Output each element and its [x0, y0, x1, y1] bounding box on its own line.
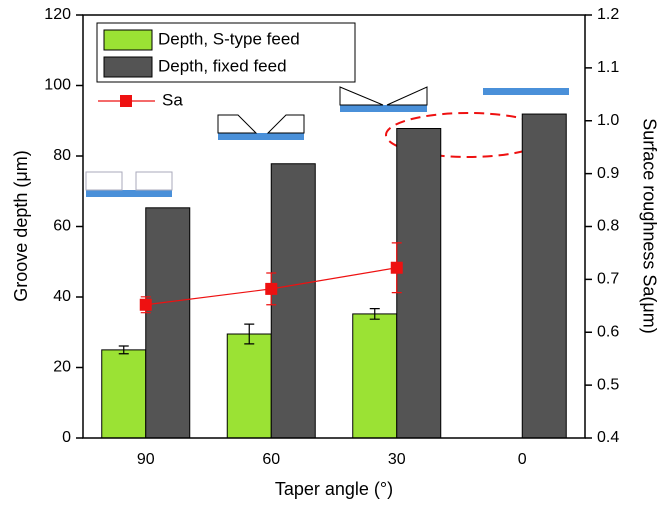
error-bar [369, 308, 380, 320]
bar [270, 163, 316, 439]
error-bar [118, 345, 129, 355]
y-tick-label: 80 [53, 147, 71, 164]
y-tick-label: 60 [53, 218, 71, 235]
schematic-icons [85, 86, 569, 197]
x-axis-title: Taper angle (°) [275, 479, 393, 499]
y-tick-label: 40 [53, 288, 71, 305]
y-tick-label: 20 [53, 359, 71, 376]
y-tick-label: 120 [44, 6, 71, 23]
x-tick-label: 0 [518, 451, 527, 468]
plot-frame [82, 14, 586, 439]
bar [145, 207, 191, 439]
bar [396, 128, 442, 439]
bar [101, 349, 147, 439]
y2-tick-label: 0.8 [597, 218, 619, 235]
legend-label: Depth, S-type feed [158, 29, 300, 48]
y2-tick-label: 0.4 [597, 429, 619, 446]
bar [521, 113, 567, 439]
y2-tick-label: 0.7 [597, 271, 619, 288]
y-tick-label: 0 [62, 429, 71, 446]
y2-axis-title: Surface roughness Sa(μm) [639, 118, 659, 333]
legend-swatch [103, 56, 153, 78]
x-tick-label: 90 [137, 451, 155, 468]
x-tick-label: 60 [262, 451, 280, 468]
y-axis-title: Groove depth (μm) [11, 150, 31, 301]
y2-tick-label: 0.5 [597, 376, 619, 393]
y2-tick-label: 1.0 [597, 112, 619, 129]
y-tick-label: 100 [44, 77, 71, 94]
legend-label: Sa [162, 90, 183, 109]
y2-tick-label: 0.9 [597, 165, 619, 182]
x-tick-label: 30 [388, 451, 406, 468]
marker [265, 282, 278, 295]
bar [352, 313, 398, 439]
marker [139, 298, 152, 311]
y2-tick-label: 1.2 [597, 6, 619, 23]
bar [226, 333, 272, 439]
marker [390, 261, 403, 274]
legend-label: Depth, fixed feed [158, 56, 287, 75]
legend-marker [120, 95, 132, 107]
y2-tick-label: 1.1 [597, 59, 619, 76]
y2-tick-label: 0.6 [597, 323, 619, 340]
error-bar [244, 323, 255, 345]
legend-swatch [103, 29, 153, 51]
